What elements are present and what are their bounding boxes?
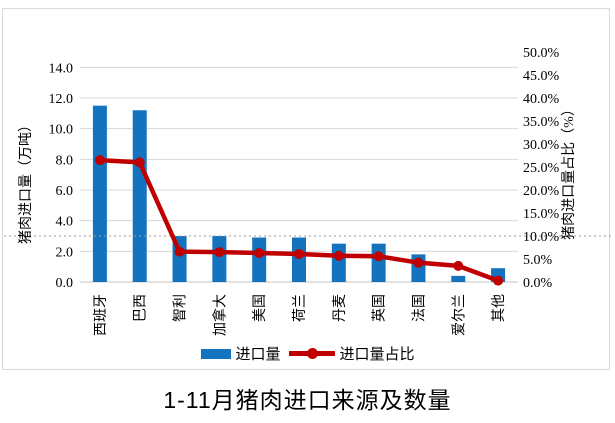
bar-美国 — [252, 237, 267, 282]
data-point-美国 — [254, 248, 265, 259]
right-axis-tick: 5.0% — [523, 253, 553, 268]
data-point-巴西 — [134, 157, 145, 168]
left-axis-tick: 14.0 — [49, 61, 74, 76]
left-axis-tick: 6.0 — [56, 184, 74, 199]
x-axis-label-巴西: 巴西 — [134, 294, 149, 322]
bar-英国 — [371, 243, 386, 282]
right-axis-tick: 20.0% — [523, 184, 560, 199]
line-series-swatch-icon — [288, 348, 335, 359]
right-axis-tick: 10.0% — [523, 230, 560, 245]
bar-西班牙 — [92, 105, 107, 283]
right-axis-tick: 50.0% — [523, 46, 560, 61]
left-axis-tick: 8.0 — [56, 153, 74, 168]
data-point-荷兰 — [294, 248, 304, 259]
x-axis-label-加拿大: 加拿大 — [211, 294, 228, 336]
legend-label-import-volume: 进口量 — [235, 347, 281, 363]
x-axis-label-英国: 英国 — [371, 294, 388, 322]
right-axis-tick: 40.0% — [523, 92, 560, 107]
legend-label-import-share: 进口量占比 — [339, 347, 415, 363]
data-point-加拿大 — [214, 247, 225, 258]
data-point-丹麦 — [333, 250, 344, 261]
right-axis-tick: 35.0% — [523, 115, 560, 130]
left-axis-tick: 10.0 — [49, 123, 74, 138]
right-axis-tick: 30.0% — [523, 138, 560, 153]
chart-title: 1-11月猪肉进口来源及数量 — [163, 387, 452, 413]
x-axis-label-法国: 法国 — [411, 294, 427, 322]
bar-巴西 — [132, 110, 147, 283]
data-point-法国 — [413, 257, 424, 268]
x-axis-label-其他: 其他 — [491, 294, 507, 322]
data-point-其他 — [493, 275, 504, 286]
bar-荷兰 — [292, 237, 306, 282]
right-axis-tick: 45.0% — [523, 69, 560, 84]
chart-legend: 进口量 进口量占比 — [200, 343, 415, 364]
data-point-智利 — [174, 246, 185, 257]
x-axis-label-爱尔兰: 爱尔兰 — [451, 294, 467, 336]
legend-item-import-volume: 进口量 — [200, 343, 281, 364]
data-point-爱尔兰 — [453, 260, 464, 271]
bar-series-swatch-icon — [200, 348, 231, 359]
x-axis-label-智利: 智利 — [173, 294, 189, 322]
bar-爱尔兰 — [451, 275, 466, 282]
left-axis-tick: 12.0 — [49, 92, 74, 107]
x-axis-label-西班牙: 西班牙 — [93, 294, 109, 336]
bar-加拿大 — [212, 236, 227, 282]
x-axis-label-丹麦: 丹麦 — [332, 294, 348, 322]
legend-item-import-share: 进口量占比 — [288, 343, 415, 364]
left-axis-tick: 2.0 — [56, 245, 74, 260]
data-point-西班牙 — [94, 155, 105, 166]
right-axis-tick: 0.0% — [523, 276, 553, 291]
left-axis-title: 猪肉进口量（万吨） — [19, 118, 34, 244]
data-point-英国 — [373, 251, 384, 262]
x-axis-label-荷兰: 荷兰 — [292, 294, 308, 322]
right-axis-tick: 25.0% — [523, 161, 560, 176]
left-axis-tick: 4.0 — [56, 215, 74, 230]
right-axis-title: 猪肉进口量占比（%） — [562, 102, 577, 240]
right-axis-tick: 15.0% — [523, 207, 560, 222]
left-axis-tick: 0.0 — [56, 276, 74, 291]
x-axis-label-美国: 美国 — [252, 294, 268, 322]
bar-丹麦 — [331, 243, 346, 282]
